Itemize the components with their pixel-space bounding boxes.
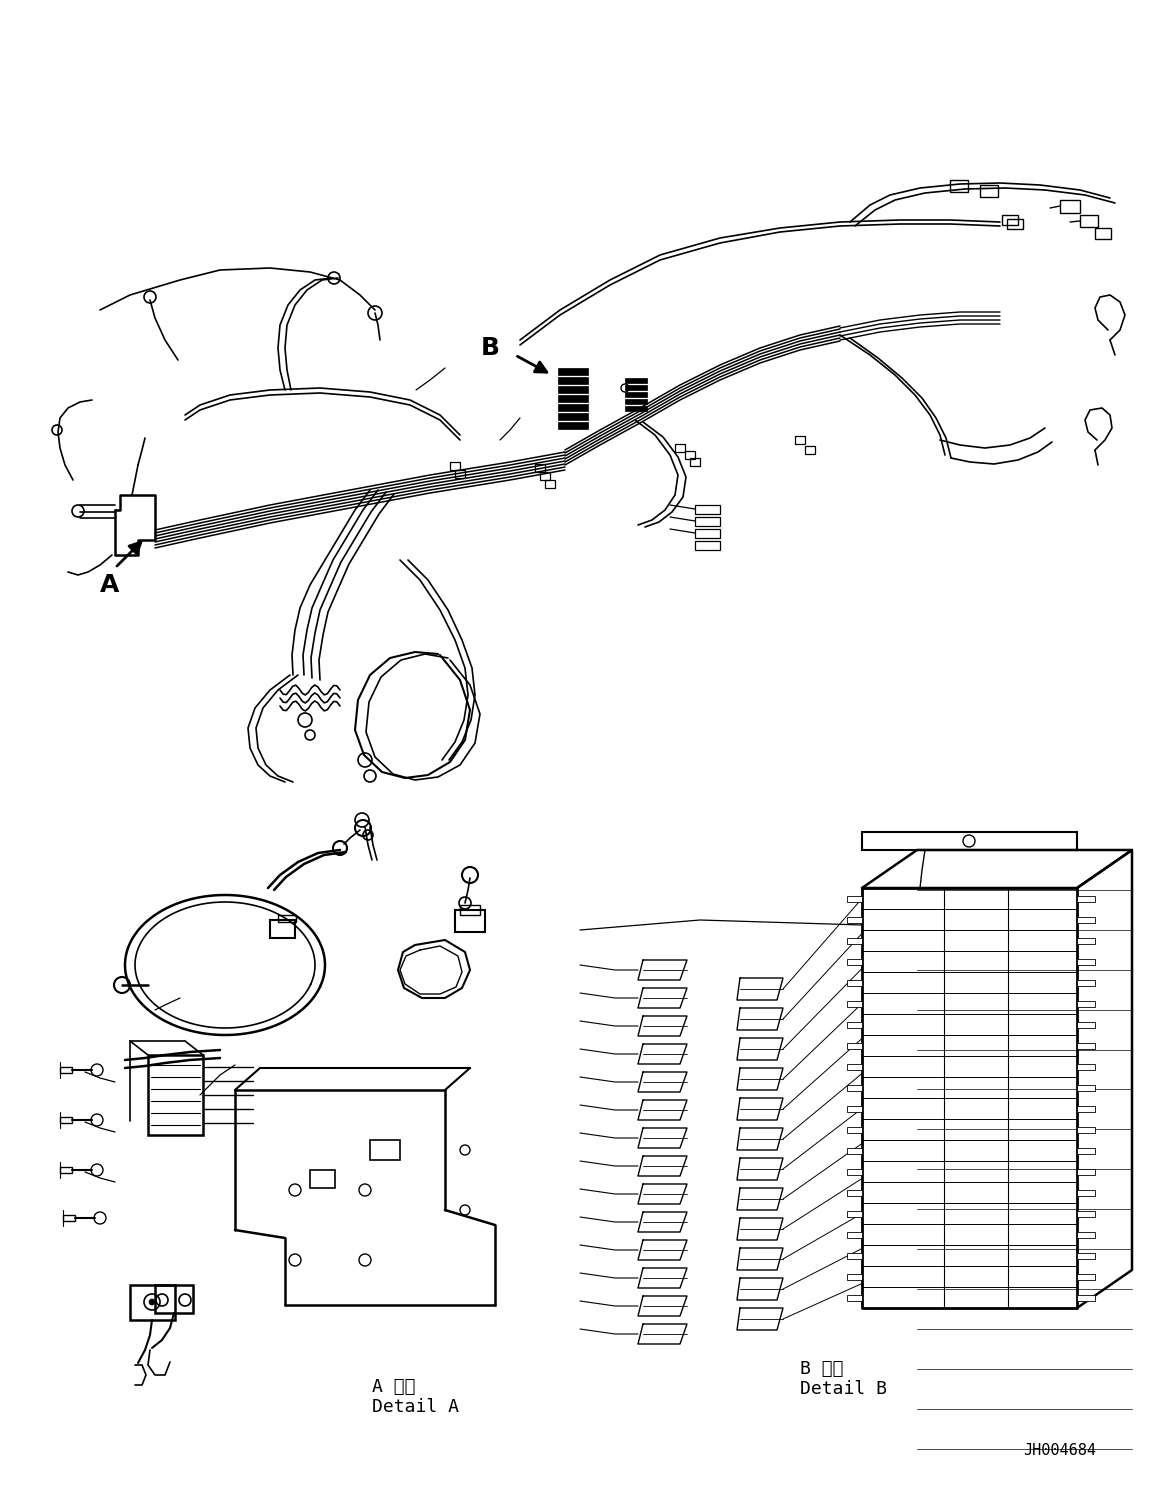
Bar [625, 385, 647, 390]
Bar [558, 376, 588, 384]
Bar [1077, 1043, 1096, 1049]
Bar [60, 1067, 72, 1073]
Bar [60, 1117, 72, 1123]
Bar [1080, 214, 1098, 228]
Bar [1077, 1126, 1096, 1132]
Bar [847, 937, 862, 943]
Bar [540, 472, 550, 481]
Bar [847, 1000, 862, 1006]
Text: B: B [480, 336, 499, 360]
Bar [695, 542, 720, 551]
Bar [1077, 1147, 1096, 1153]
Bar [1077, 1189, 1096, 1195]
Bar [558, 394, 588, 402]
Bar [60, 1167, 72, 1173]
Bar [1077, 1085, 1096, 1091]
Bar [625, 399, 647, 405]
Bar [847, 979, 862, 985]
Bar [847, 1106, 862, 1112]
Bar [1096, 228, 1111, 240]
Bar [1003, 214, 1018, 225]
Bar [847, 1021, 862, 1028]
Bar [1059, 199, 1080, 213]
Bar [1077, 1168, 1096, 1174]
Bar [558, 414, 588, 420]
Bar [370, 1140, 400, 1161]
Bar [847, 1232, 862, 1238]
Bar [535, 464, 545, 472]
Bar [805, 446, 815, 454]
Text: Detail B: Detail B [800, 1379, 887, 1399]
Bar [63, 1216, 74, 1222]
Bar [862, 832, 1077, 850]
Bar [847, 1211, 862, 1217]
Bar [455, 911, 485, 931]
Bar [558, 423, 588, 429]
Bar [278, 915, 297, 923]
Bar [130, 1286, 174, 1320]
Bar [847, 1253, 862, 1259]
Bar [847, 1295, 862, 1301]
Bar [155, 1286, 193, 1312]
Bar [1077, 1106, 1096, 1112]
Bar [950, 180, 968, 192]
Bar [625, 406, 647, 411]
Bar [1077, 1232, 1096, 1238]
Text: B 詳細: B 詳細 [800, 1360, 843, 1378]
Bar [558, 368, 588, 375]
Bar [450, 461, 461, 470]
Bar [1077, 979, 1096, 985]
Bar [847, 958, 862, 964]
Bar [558, 405, 588, 411]
Text: A 詳細: A 詳細 [372, 1378, 415, 1396]
Bar [847, 1085, 862, 1091]
Bar [685, 451, 695, 458]
Bar [847, 1043, 862, 1049]
Bar [1077, 1295, 1096, 1301]
Bar [558, 385, 588, 393]
Text: JH004684: JH004684 [1023, 1443, 1097, 1458]
Bar [1077, 1021, 1096, 1028]
Bar [1007, 219, 1023, 229]
Bar [1077, 1253, 1096, 1259]
Bar [695, 504, 720, 513]
Bar [1077, 1000, 1096, 1006]
Bar [270, 920, 295, 937]
Bar [545, 481, 555, 488]
Bar [1077, 917, 1096, 923]
Text: Detail A: Detail A [372, 1399, 459, 1417]
Bar [847, 1189, 862, 1195]
Circle shape [149, 1299, 155, 1305]
Bar [847, 1064, 862, 1070]
Bar [847, 1126, 862, 1132]
Bar [625, 378, 647, 382]
Bar [695, 530, 720, 539]
Bar [847, 1274, 862, 1280]
Bar [1077, 937, 1096, 943]
Bar [847, 917, 862, 923]
Bar [1077, 1211, 1096, 1217]
Bar [311, 1170, 335, 1187]
Bar [847, 1147, 862, 1153]
Bar [690, 458, 700, 466]
Bar [1077, 1064, 1096, 1070]
Bar [1077, 1274, 1096, 1280]
Bar [455, 470, 465, 478]
Bar [695, 516, 720, 525]
Bar [461, 905, 480, 915]
Bar [625, 391, 647, 397]
Bar [1077, 896, 1096, 902]
Bar [847, 1168, 862, 1174]
Bar [148, 1055, 204, 1135]
Bar [847, 896, 862, 902]
Text: A: A [100, 573, 120, 597]
Bar [980, 185, 998, 196]
Bar [1077, 958, 1096, 964]
Bar [795, 436, 805, 443]
Bar [675, 443, 685, 452]
